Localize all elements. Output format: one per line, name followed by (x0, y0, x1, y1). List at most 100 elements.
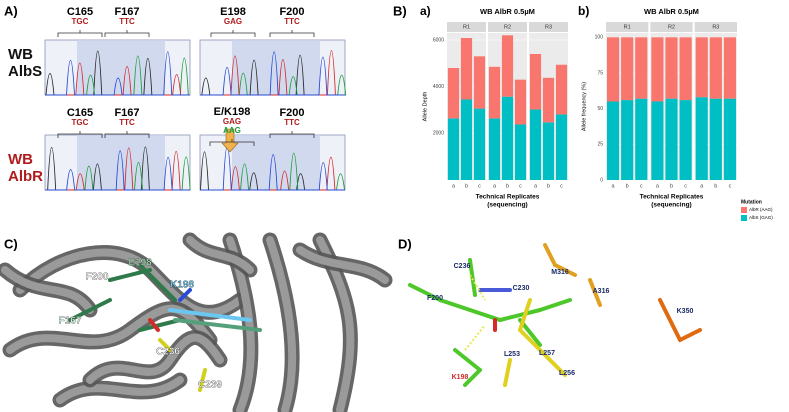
bar-segment (709, 37, 722, 99)
stick (173, 318, 262, 332)
x-tick-label: b (670, 183, 673, 189)
ribbon-hl (296, 246, 389, 284)
y-tick-label: 100 (595, 35, 604, 41)
residue-label: K198 (452, 374, 469, 381)
arrow (221, 128, 239, 153)
codon: TGC (72, 17, 89, 26)
legend-swatch (741, 207, 747, 213)
bar-segment (651, 101, 664, 180)
bar-segment (542, 77, 555, 123)
site-name: C165 (67, 6, 93, 18)
stick (658, 298, 682, 342)
y-tick-label: 2000 (433, 131, 444, 137)
h-bond (464, 274, 486, 351)
ribbon-hl (56, 376, 184, 404)
x-tick-label: c (519, 183, 522, 189)
facet-strip (447, 22, 486, 32)
codon: GAG (223, 117, 241, 126)
codon: TTC (119, 118, 135, 127)
stick (463, 368, 482, 387)
stick (138, 263, 177, 302)
bar-segment (606, 37, 620, 102)
residue-label: F200 (86, 272, 109, 283)
structure-d: C236 M316 C230 A316 F200 K350 K198 L253 L257 L256 (408, 243, 702, 387)
bar-segment (447, 68, 460, 119)
site-name: F167 (114, 107, 139, 119)
facet-label: R3 (545, 24, 552, 30)
trace (45, 156, 191, 191)
bar-segment (709, 98, 722, 180)
facet-strip (650, 22, 693, 32)
ribbon-hl (186, 236, 254, 274)
trace (200, 50, 345, 96)
codon: TGC (72, 118, 89, 127)
trace (200, 152, 345, 191)
bar-segment (514, 124, 527, 180)
trace (45, 51, 190, 96)
ribbon-hl (1, 266, 94, 314)
x-tick-label: c (684, 183, 687, 189)
x-tick-label: a (534, 183, 538, 189)
stick (178, 288, 192, 302)
panel-label: A) (4, 3, 18, 18)
y-tick-label: 50 (597, 106, 603, 112)
row-label: AlbR (8, 168, 43, 185)
stick (503, 358, 512, 387)
panel-label: B) (393, 3, 407, 18)
bar-segment (679, 37, 692, 101)
y-tick-label: 6000 (433, 37, 444, 43)
x-tick-label: c (640, 183, 643, 189)
residue-label: F200 (427, 295, 443, 302)
bar-segment (501, 96, 514, 180)
residue-label: F167 (59, 316, 82, 327)
subpanel-label: b) (578, 4, 589, 18)
residue-label: M316 (551, 269, 569, 276)
trace (45, 150, 190, 191)
facet-strip (694, 22, 737, 32)
site-name: E/K198 (214, 106, 251, 118)
bar-segment (473, 56, 486, 109)
residue-label: L253 (504, 351, 520, 358)
facet-label: R2 (504, 24, 511, 30)
stick (678, 328, 702, 342)
residue-label: K198 (170, 280, 194, 291)
bar-segment (723, 37, 737, 99)
bar-segment (473, 108, 486, 180)
residue-label: C230 (513, 285, 530, 292)
codon: AAG (223, 126, 241, 135)
x-tick-label: c (478, 183, 481, 189)
stick (468, 258, 477, 297)
facet-label: R1 (463, 24, 470, 30)
bar-segment (488, 118, 501, 180)
bar-segment (635, 37, 648, 99)
x-tick-label: b (465, 183, 468, 189)
bracket (57, 30, 103, 37)
x-axis-label: (sequencing) (487, 202, 527, 209)
stick (548, 358, 567, 377)
trace (200, 156, 345, 191)
stick (518, 328, 552, 362)
bar-segment (665, 98, 678, 180)
site-name: E198 (220, 6, 246, 18)
residue-label: L256 (559, 370, 575, 377)
facet-label: R1 (624, 24, 631, 30)
bar-segment (635, 98, 648, 180)
residue-label: C236 (156, 347, 180, 358)
bar-segment (621, 37, 634, 101)
trace (200, 55, 345, 96)
stick (68, 298, 112, 322)
row-label: WB (8, 151, 33, 168)
trace (45, 51, 190, 96)
x-tick-label: a (656, 183, 660, 189)
bar-segment (695, 37, 708, 98)
bar-segment (555, 114, 568, 180)
bracket (104, 30, 150, 37)
residue-label: C239 (198, 380, 222, 391)
facet-strip (606, 22, 649, 32)
x-tick-label: b (506, 183, 509, 189)
trace (45, 146, 190, 191)
stick (553, 263, 577, 277)
bar-segment (651, 37, 664, 102)
bar-segment (542, 122, 555, 180)
